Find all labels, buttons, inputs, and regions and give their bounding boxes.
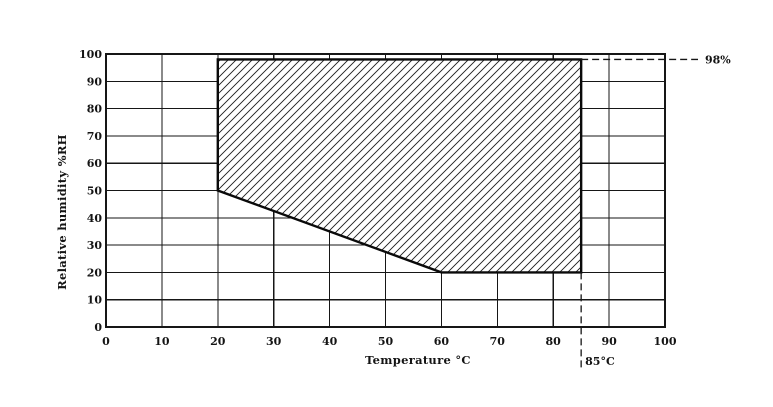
border-layer bbox=[105, 53, 666, 328]
annotation-layer: 98% 85°C bbox=[580, 53, 731, 368]
y-axis-title: Relative humidity %RH bbox=[55, 134, 69, 290]
region-layer bbox=[216, 58, 583, 274]
y-tick-label: 30 bbox=[87, 239, 103, 252]
x-tick-label: 50 bbox=[378, 335, 394, 348]
x-tick-label: 60 bbox=[434, 335, 450, 348]
x-tick-label: 0 bbox=[102, 335, 110, 348]
x-tick-label: 40 bbox=[322, 335, 338, 348]
operating-range-region bbox=[216, 58, 583, 274]
y-tick-label: 10 bbox=[87, 294, 103, 307]
y-tick-label: 0 bbox=[94, 321, 102, 334]
x-tick-label: 80 bbox=[546, 335, 562, 348]
x-tick-label: 20 bbox=[210, 335, 226, 348]
x-tick-label: 100 bbox=[654, 335, 677, 348]
x-tick-label: 30 bbox=[266, 335, 282, 348]
y-tick-label: 20 bbox=[87, 266, 103, 279]
x-axis-title: Temperature °C bbox=[365, 353, 471, 367]
temperature-limit-label: 85°C bbox=[585, 355, 615, 368]
y-tick-label: 60 bbox=[87, 157, 103, 170]
humidity-limit-label: 98% bbox=[705, 53, 731, 66]
x-tick-label: 10 bbox=[154, 335, 170, 348]
y-tick-label: 100 bbox=[79, 48, 102, 61]
y-tick-label: 70 bbox=[87, 130, 103, 143]
plot-border bbox=[105, 53, 666, 328]
x-tick-label: 90 bbox=[601, 335, 617, 348]
y-tick-label: 40 bbox=[87, 212, 103, 225]
y-tick-label: 50 bbox=[87, 185, 103, 198]
y-tick-label: 90 bbox=[87, 75, 103, 88]
tick-layer: 0 10 20 30 40 50 60 70 80 90 100 0 10 20 30 40 50 60 70 80 9… bbox=[79, 48, 677, 348]
x-tick-label: 70 bbox=[490, 335, 506, 348]
y-tick-label: 80 bbox=[87, 103, 103, 116]
